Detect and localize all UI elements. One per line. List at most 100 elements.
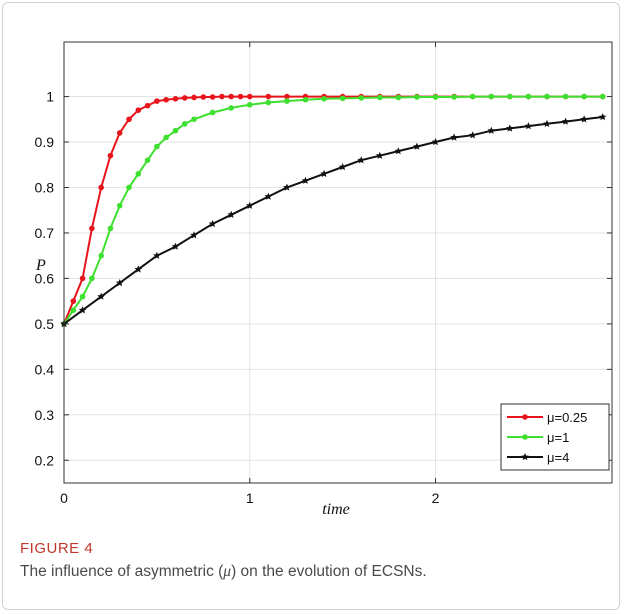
data-point (98, 252, 104, 259)
data-point (507, 93, 513, 100)
data-point (284, 93, 290, 100)
legend-label: μ=4 (547, 450, 569, 465)
y-axis-label: P (35, 257, 46, 274)
y-tick-label: 0.4 (35, 361, 55, 377)
data-point (561, 117, 570, 125)
data-point (191, 116, 197, 123)
series-line (63, 95, 603, 325)
data-point (78, 306, 87, 314)
data-point (339, 95, 346, 102)
data-point (432, 94, 439, 100)
data-point (209, 109, 216, 116)
data-point (134, 265, 143, 273)
data-point (79, 293, 86, 300)
series-line (63, 116, 603, 325)
data-point (468, 131, 477, 139)
data-point (543, 119, 551, 128)
y-tick-label: 1 (46, 89, 54, 105)
data-point (219, 93, 225, 100)
legend-marker (521, 453, 529, 461)
data-point (97, 292, 105, 300)
x-tick-label: 2 (432, 490, 440, 506)
caption-symbol: μ (223, 563, 232, 580)
data-point (562, 93, 569, 100)
data-point (357, 156, 365, 164)
data-point (599, 93, 606, 100)
data-point (79, 275, 86, 282)
data-point (135, 171, 142, 177)
data-point (376, 151, 384, 159)
x-tick-label: 0 (60, 490, 68, 506)
data-point (191, 94, 197, 101)
x-axis-label: time (322, 501, 350, 518)
series-line (63, 95, 603, 325)
data-point (181, 121, 188, 127)
data-point (320, 169, 328, 178)
data-point (172, 127, 179, 134)
data-point (413, 142, 421, 150)
data-point (358, 95, 365, 101)
data-point (414, 94, 420, 100)
data-point (395, 94, 402, 101)
series-2 (61, 93, 606, 327)
axis-ticks: 0.2 0.3 0.4 0.5 0.6 0.7 0.8 0.9 1 0 1 2 (35, 42, 612, 506)
data-point (181, 95, 188, 101)
data-point (154, 143, 160, 150)
data-point (200, 94, 207, 100)
data-point (246, 101, 253, 108)
data-point (227, 210, 235, 218)
data-point (116, 130, 123, 136)
y-tick-label: 0.3 (35, 407, 55, 423)
figure-label: FIGURE 4 (20, 540, 94, 557)
series-1 (61, 93, 606, 327)
data-point (525, 93, 532, 100)
data-point (163, 134, 169, 141)
data-point (107, 152, 114, 159)
data-point (283, 183, 291, 191)
data-point (524, 122, 533, 130)
data-point (70, 298, 77, 304)
figure-caption: The influence of asymmetric (μ) on the e… (20, 563, 600, 581)
data-point (115, 279, 124, 287)
y-tick-label: 0.5 (35, 316, 55, 332)
caption-part-2: ) on the evolution of ECSNs. (231, 563, 427, 580)
data-point (598, 113, 607, 121)
data-point (237, 93, 244, 100)
data-point (107, 225, 114, 232)
data-point (506, 124, 514, 132)
data-point (264, 192, 273, 200)
y-tick-label: 0.8 (35, 179, 55, 195)
y-tick-label: 0.7 (35, 225, 55, 241)
data-point (338, 163, 347, 171)
data-point (246, 201, 254, 209)
data-point (284, 98, 290, 104)
data-point (544, 93, 550, 100)
data-point (135, 107, 142, 113)
data-point (451, 94, 457, 100)
data-point (450, 133, 458, 141)
data-point (265, 93, 272, 100)
legend-marker (522, 414, 528, 420)
data-point (488, 93, 495, 100)
y-tick-label: 0.2 (35, 452, 55, 468)
data-point (154, 98, 160, 104)
series-layer (60, 93, 607, 328)
data-point (581, 93, 587, 100)
data-point (153, 251, 161, 259)
y-tick-label: 0.9 (35, 134, 55, 150)
data-point (301, 176, 310, 184)
data-point (126, 184, 132, 191)
data-point (228, 105, 234, 111)
data-point (209, 94, 216, 100)
data-point (144, 102, 151, 109)
plot-frame (63, 41, 613, 484)
data-point (208, 219, 217, 228)
data-point (89, 275, 95, 282)
y-tick-label: 0.6 (35, 270, 55, 286)
data-point (469, 93, 476, 100)
x-tick-label: 1 (246, 490, 254, 506)
legend-label: μ=0.25 (547, 410, 587, 425)
series-3 (60, 113, 607, 328)
data-point (376, 94, 383, 101)
